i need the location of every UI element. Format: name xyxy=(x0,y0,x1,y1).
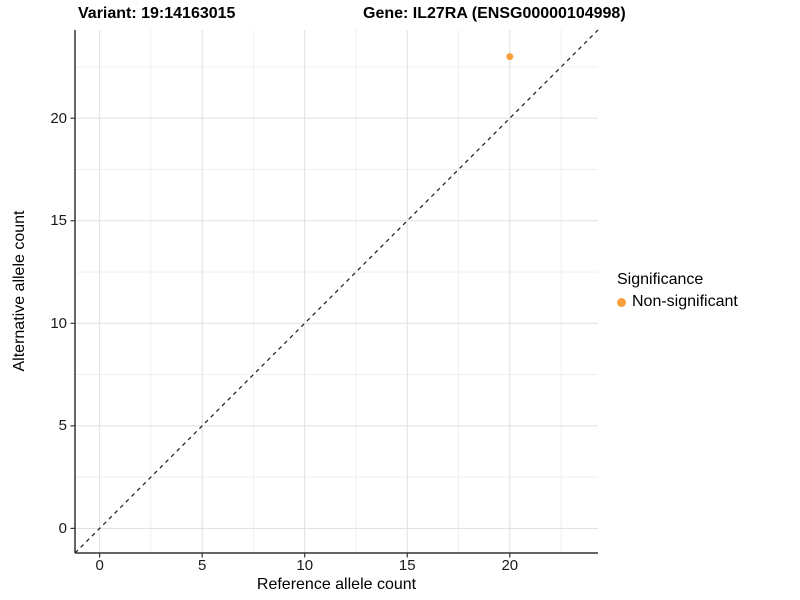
legend-item-label: Non-significant xyxy=(632,293,738,310)
x-tick-label: 0 xyxy=(95,557,104,574)
x-tick-label: 20 xyxy=(501,557,519,574)
x-tick-label: 5 xyxy=(197,557,207,574)
x-tick-label: 15 xyxy=(398,557,416,574)
y-tick-label: 20 xyxy=(50,109,67,127)
legend: Significance Non-significant xyxy=(617,270,738,312)
x-axis-title: Reference allele count xyxy=(256,576,417,593)
y-tick-label: 15 xyxy=(50,212,67,230)
y-tick-label: 0 xyxy=(58,519,67,537)
legend-title: Significance xyxy=(617,271,704,288)
y-tick-label: 5 xyxy=(58,417,67,435)
y-tick-label: 10 xyxy=(50,314,67,332)
plot-title-gene: Gene: IL27RA (ENSG00000104998) xyxy=(363,5,626,22)
x-tick-label: 10 xyxy=(296,557,314,574)
data-point xyxy=(506,53,514,61)
plot-title-variant: Variant: 19:14163015 xyxy=(78,5,236,22)
legend-item-non-significant: Non-significant xyxy=(617,292,738,312)
legend-point-icon xyxy=(617,297,626,307)
y-axis-title: Alternative allele count xyxy=(11,210,28,372)
identity-line xyxy=(74,29,599,554)
